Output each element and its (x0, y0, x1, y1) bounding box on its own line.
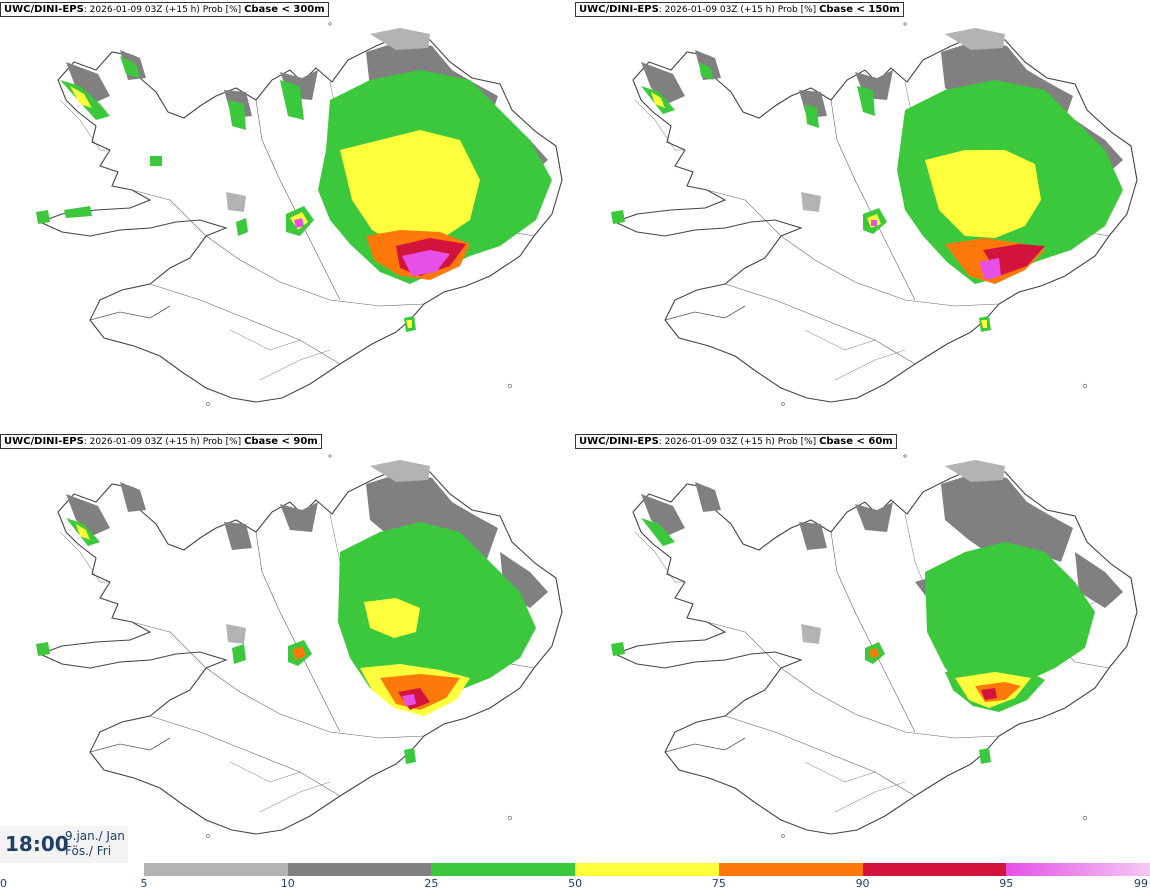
colorbar-tick-label: 5 (140, 877, 148, 890)
panel-title: UWC/DINI-EPS: 2026-01-09 03Z (+15 h) Pro… (0, 434, 322, 449)
colorbar-tick-label: 50 (568, 877, 583, 890)
panel-title: UWC/DINI-EPS: 2026-01-09 03Z (+15 h) Pro… (575, 434, 897, 449)
valid-time-box: 18:00 9.jan./ Jan Fös./ Fri (0, 826, 128, 863)
colorbar-tick-label: 90 (855, 877, 870, 890)
colorbar-segment (287, 863, 432, 876)
probability-map (611, 22, 1138, 406)
valid-time: 18:00 (5, 832, 69, 856)
colorbar-segment (862, 863, 1007, 876)
map-panel-150m: UWC/DINI-EPS: 2026-01-09 03Z (+15 h) Pro… (575, 0, 1150, 432)
colorbar-segment (144, 863, 288, 876)
colorbar-segment (1006, 863, 1150, 876)
colorbar-tick-label: 75 (711, 877, 726, 890)
colorbar-segment (575, 863, 720, 876)
colorbar-tick-label: 95 (999, 877, 1014, 890)
colorbar-segment (718, 863, 863, 876)
probability-map (36, 454, 563, 838)
colorbar-tick-label: 99 (1134, 877, 1148, 890)
colorbar-tick-label: 25 (424, 877, 439, 890)
probability-colorbar (144, 863, 1150, 876)
probability-map (36, 22, 563, 406)
colorbar-tick-label: 10 (280, 877, 295, 890)
probability-map (611, 454, 1138, 838)
map-panel-300m: UWC/DINI-EPS: 2026-01-09 03Z (+15 h) Pro… (0, 0, 575, 432)
map-panel-90m: UWC/DINI-EPS: 2026-01-09 03Z (+15 h) Pro… (0, 432, 575, 864)
panel-title: UWC/DINI-EPS: 2026-01-09 03Z (+15 h) Pro… (0, 2, 329, 17)
valid-date: 9.jan./ Jan Fös./ Fri (65, 829, 125, 858)
map-panel-60m: UWC/DINI-EPS: 2026-01-09 03Z (+15 h) Pro… (575, 432, 1150, 864)
panel-title: UWC/DINI-EPS: 2026-01-09 03Z (+15 h) Pro… (575, 2, 904, 17)
colorbar-segment (431, 863, 576, 876)
colorbar-tick-label: 0 (0, 877, 7, 890)
